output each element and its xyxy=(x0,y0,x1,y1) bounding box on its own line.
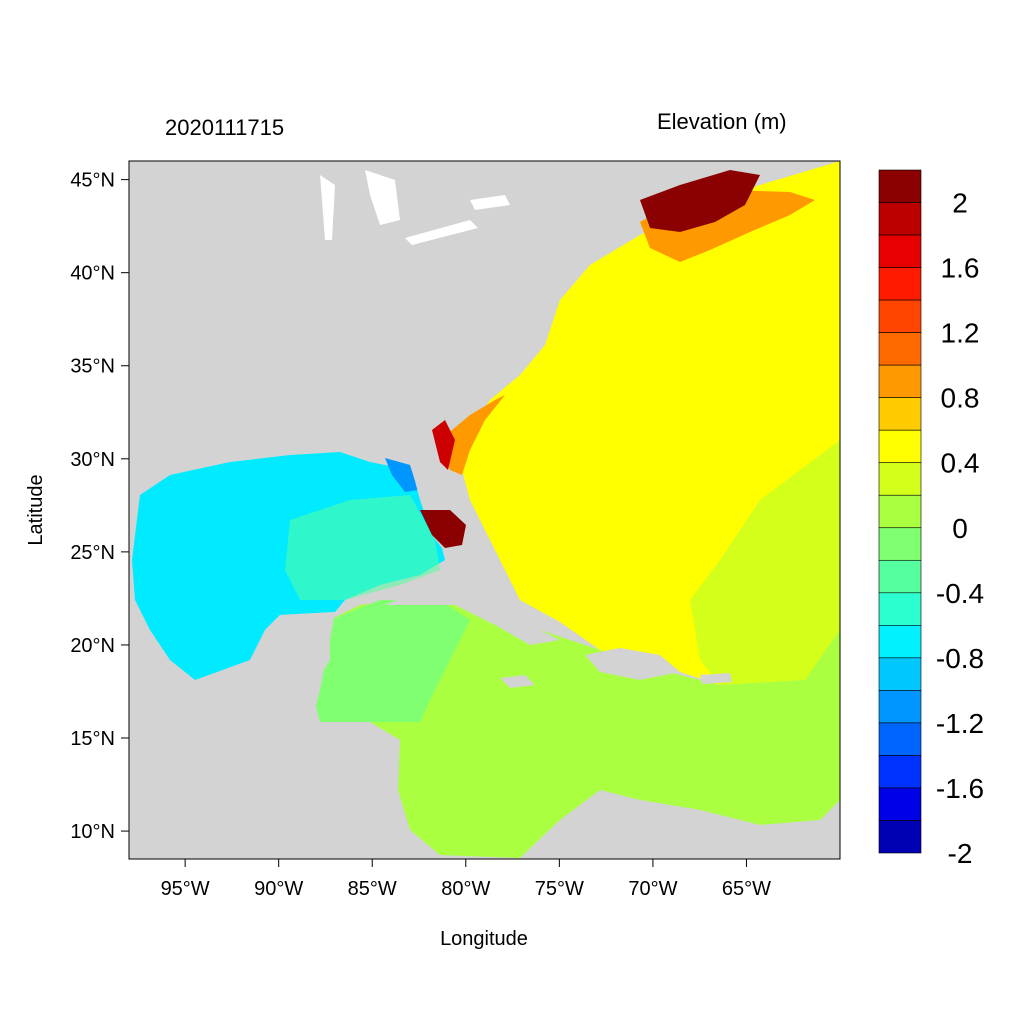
colorbar-label: -0.8 xyxy=(936,643,984,674)
colorbar-label: -1.6 xyxy=(936,773,984,804)
x-tick-label: 85°W xyxy=(348,878,397,900)
y-axis-label: Latitude xyxy=(25,474,47,545)
lake-ontario xyxy=(470,195,510,210)
y-tick-label: 45°N xyxy=(70,170,115,192)
atlantic-south-band xyxy=(690,440,840,685)
colorbar-swatch xyxy=(878,592,922,626)
colorbar-swatch xyxy=(878,722,922,756)
y-tick-label: 35°N xyxy=(70,356,115,378)
y-tick-label: 15°N xyxy=(70,728,115,750)
colorbar-label: 1.6 xyxy=(941,253,980,284)
colorbar-swatch xyxy=(878,690,922,724)
puerto-rico xyxy=(700,673,732,684)
colorbar-label: -2 xyxy=(948,838,973,869)
x-tick-label: 70°W xyxy=(628,878,677,900)
colorbar-swatch xyxy=(878,820,922,854)
lake-erie xyxy=(405,220,478,245)
gulf-of-maine-surge-inner xyxy=(640,170,760,232)
map-frame xyxy=(128,160,841,860)
y-tick-label: 30°N xyxy=(70,449,115,471)
x-tick-label: 95°W xyxy=(161,878,210,900)
colorbar-swatch xyxy=(878,364,922,398)
colorbar-swatch xyxy=(878,462,922,496)
colorbar-label: 0 xyxy=(952,513,968,544)
colorbar-swatch xyxy=(878,299,922,333)
colorbar-labels: 2 1.6 1.2 0.8 0.4 0 -0.4 -0.8 -1.2 -1.6 -2 xyxy=(936,188,984,869)
colorbar-label: 0.8 xyxy=(941,383,980,414)
y-tick-label: 40°N xyxy=(70,263,115,285)
lake-michigan xyxy=(320,175,335,240)
y-tick-label: 25°N xyxy=(70,542,115,564)
y-axis: 45°N 40°N 35°N 30°N 25°N 20°N 15°N 10°N xyxy=(70,170,129,843)
y-tick-label: 20°N xyxy=(70,635,115,657)
x-tick-label: 65°W xyxy=(722,878,771,900)
colorbar-label: -0.4 xyxy=(936,578,984,609)
colorbar-swatch xyxy=(878,267,922,301)
x-tick-label: 90°W xyxy=(254,878,303,900)
caribbean-west-band xyxy=(312,600,470,722)
colorbar xyxy=(878,169,922,854)
colorbar-swatch xyxy=(878,657,922,691)
colorbar-swatch xyxy=(878,397,922,431)
colorbar-swatch xyxy=(878,755,922,789)
colorbar-swatch xyxy=(878,332,922,366)
lake-huron xyxy=(365,170,400,225)
x-tick-label: 80°W xyxy=(441,878,490,900)
yucatan-central-america xyxy=(129,612,440,858)
colorbar-label: -1.2 xyxy=(936,708,984,739)
x-axis: 95°W 90°W 85°W 80°W 75°W 70°W 65°W xyxy=(161,859,771,900)
southeast-coast-surge xyxy=(440,395,505,475)
y-tick-label: 10°N xyxy=(70,821,115,843)
south-america xyxy=(520,790,840,858)
jamaica xyxy=(500,675,535,688)
colorbar-swatch xyxy=(878,494,922,529)
colorbar-label: 0.4 xyxy=(941,448,980,479)
florida-surge xyxy=(420,510,466,548)
gulf-east-band xyxy=(285,495,440,600)
colorbar-swatch xyxy=(878,527,922,561)
x-axis-label: Longitude xyxy=(440,928,528,950)
colorbar-swatch xyxy=(878,787,922,821)
colorbar-swatch xyxy=(878,169,922,203)
hispaniola xyxy=(585,648,680,680)
colorbar-swatch xyxy=(878,202,922,236)
colorbar-label: 2 xyxy=(952,188,968,219)
colorbar-swatch xyxy=(878,234,922,268)
datetime-title: 2020111715 xyxy=(165,115,284,140)
colorbar-label: 1.2 xyxy=(941,318,980,349)
southeast-coast-red xyxy=(432,420,455,470)
cuba xyxy=(385,590,560,645)
map-panel xyxy=(129,161,840,859)
colorbar-swatch xyxy=(878,559,922,594)
x-tick-label: 75°W xyxy=(535,878,584,900)
variable-title: Elevation (m) xyxy=(657,109,787,134)
gulf-florida-low xyxy=(385,458,418,492)
colorbar-swatch xyxy=(878,429,922,464)
colorbar-swatch xyxy=(878,625,922,659)
